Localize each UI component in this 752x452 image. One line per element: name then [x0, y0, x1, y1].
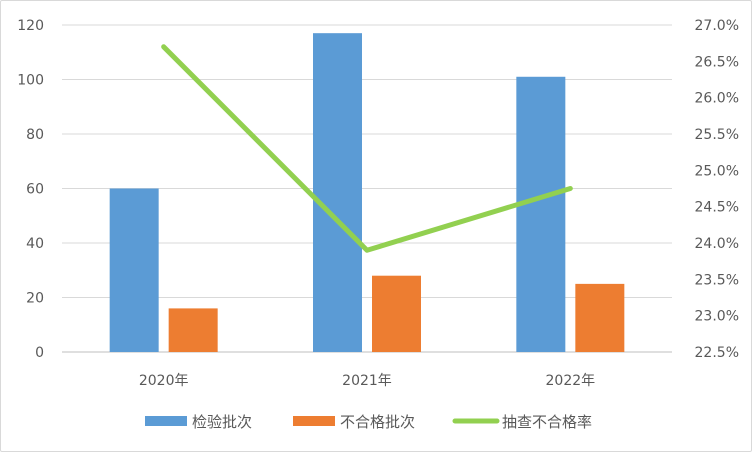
y-right-tick-label: 25.0% [695, 163, 739, 179]
legend-swatch [293, 416, 335, 426]
legend-label: 检验批次 [192, 413, 252, 431]
legend: 检验批次 不合格批次 抽查不合格率 [145, 413, 592, 431]
bar-inspected [109, 188, 159, 352]
y-left-tick-label: 60 [26, 182, 44, 198]
x-tick-label: 2022年 [546, 373, 596, 389]
legend-label: 抽查不合格率 [502, 413, 592, 431]
bar-failed [168, 308, 218, 352]
y-right-tick-label: 26.0% [695, 91, 739, 107]
y-right-tick-label: 24.0% [695, 236, 739, 252]
y-right-tick-label: 26.5% [695, 54, 739, 70]
line-fail-rate [161, 44, 573, 253]
y-right-tick-label: 25.5% [695, 127, 739, 143]
left-axis: 0 20 40 60 80 100 120 [17, 18, 44, 361]
bar-failed [372, 275, 421, 352]
y-left-tick-label: 20 [26, 291, 44, 307]
line-series [161, 44, 573, 253]
y-left-tick-label: 0 [35, 345, 44, 361]
y-right-tick-label: 27.0% [695, 18, 739, 34]
right-axis: 22.5% 23.0% 23.5% 24.0% 24.5% 25.0% 25.5% 26.0%… [695, 18, 739, 361]
y-left-tick-label: 100 [17, 73, 44, 89]
y-right-tick-label: 23.5% [695, 272, 739, 288]
legend-swatch [145, 416, 187, 426]
gridlines [62, 24, 672, 353]
x-tick-label: 2020年 [139, 373, 189, 389]
bars [109, 33, 625, 353]
y-left-tick-label: 40 [26, 236, 44, 252]
bar-inspected [313, 33, 362, 353]
y-right-tick-label: 23.0% [695, 309, 739, 325]
y-left-tick-label: 120 [17, 18, 44, 34]
y-right-tick-label: 24.5% [695, 200, 739, 216]
bar-failed [575, 283, 625, 352]
y-left-tick-label: 80 [26, 127, 44, 143]
x-axis: 2020年 2021年 2022年 [139, 373, 595, 389]
x-tick-label: 2021年 [342, 373, 392, 389]
bar-inspected [516, 76, 566, 353]
y-right-tick-label: 22.5% [695, 345, 739, 361]
legend-label: 不合格批次 [340, 413, 415, 431]
